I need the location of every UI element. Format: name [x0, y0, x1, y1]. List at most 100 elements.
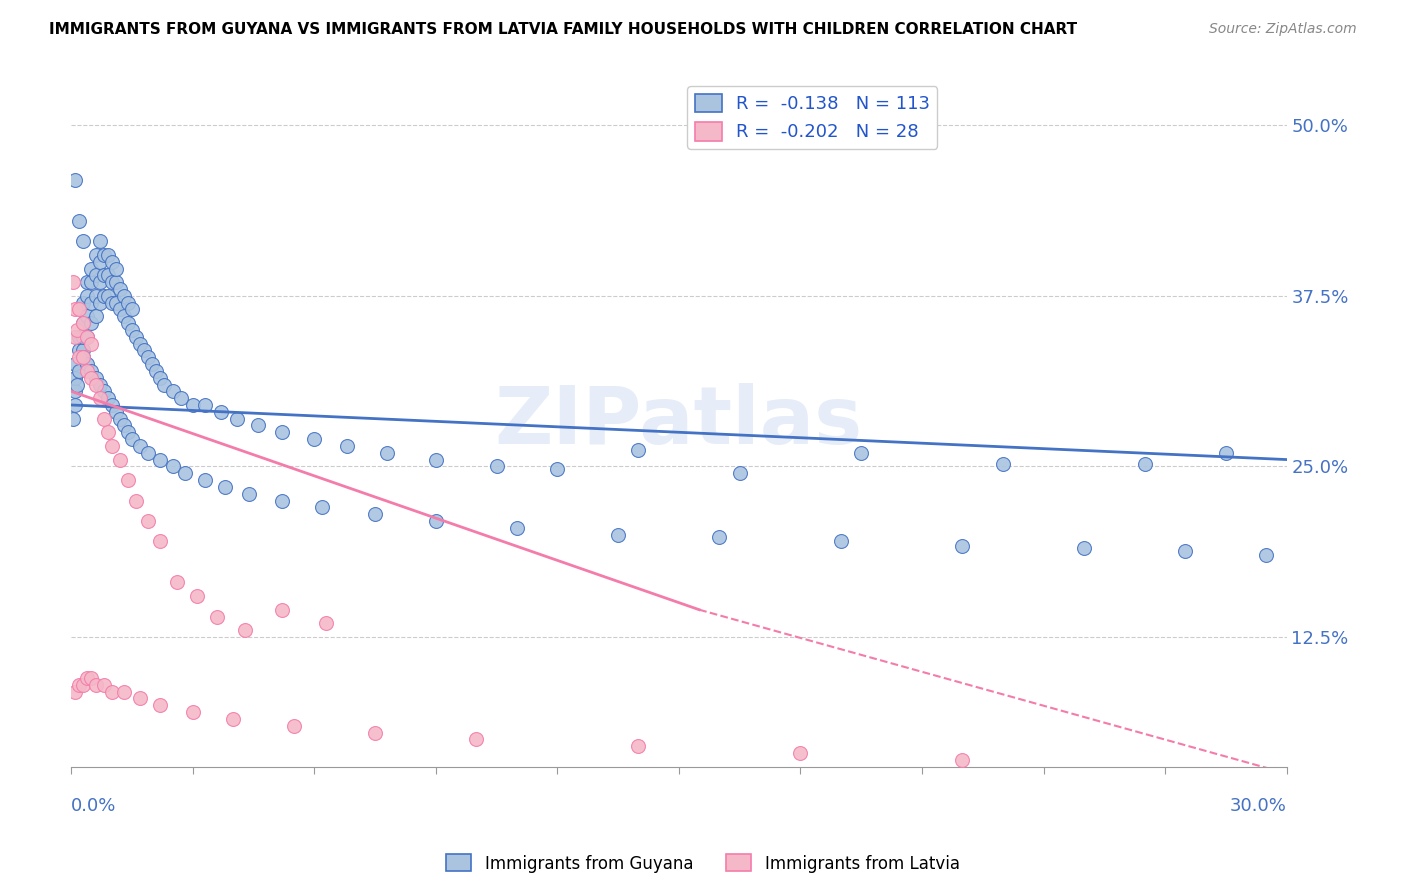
Point [226, 411, 249, 425]
Point [100, 684, 122, 698]
Point [84, 678, 107, 692]
Point [235, 623, 257, 637]
Point [80, 275, 103, 289]
Point [851, 446, 873, 460]
Point [89, 391, 111, 405]
Point [72, 678, 94, 692]
Point [65, 330, 87, 344]
Point [1215, 446, 1237, 460]
Point [72, 295, 94, 310]
Point [546, 462, 568, 476]
Point [104, 405, 127, 419]
Point [89, 254, 111, 268]
Point [93, 289, 115, 303]
Point [80, 364, 103, 378]
Point [186, 589, 208, 603]
Point [72, 350, 94, 364]
Point [65, 357, 87, 371]
Point [112, 418, 135, 433]
Point [952, 753, 974, 767]
Point [134, 343, 156, 358]
Point [97, 391, 120, 405]
Point [93, 384, 115, 399]
Point [728, 467, 751, 481]
Point [304, 432, 326, 446]
Point [336, 439, 359, 453]
Point [125, 330, 148, 344]
Point [62, 411, 84, 425]
Point [311, 500, 333, 515]
Point [270, 425, 292, 440]
Point [66, 323, 89, 337]
Point [89, 295, 111, 310]
Point [209, 405, 232, 419]
Point [65, 173, 87, 187]
Point [125, 493, 148, 508]
Point [67, 302, 90, 317]
Point [364, 725, 387, 739]
Point [65, 384, 87, 399]
Point [104, 275, 127, 289]
Point [149, 534, 172, 549]
Point [76, 330, 98, 344]
Point [100, 275, 122, 289]
Point [425, 452, 447, 467]
Point [485, 459, 508, 474]
Point [173, 467, 195, 481]
Point [65, 398, 87, 412]
Point [246, 418, 269, 433]
Point [80, 295, 103, 310]
Point [108, 282, 131, 296]
Point [67, 343, 90, 358]
Point [108, 302, 131, 317]
Legend: R =  -0.138   N = 113, R =  -0.202   N = 28: R = -0.138 N = 113, R = -0.202 N = 28 [688, 87, 938, 149]
Point [607, 527, 630, 541]
Point [67, 678, 90, 692]
Point [65, 302, 87, 317]
Point [76, 289, 98, 303]
Point [709, 530, 731, 544]
Point [166, 575, 188, 590]
Point [627, 739, 650, 754]
Point [194, 473, 217, 487]
Point [112, 310, 135, 324]
Point [100, 254, 122, 268]
Point [76, 330, 98, 344]
Point [72, 350, 94, 364]
Point [1073, 541, 1095, 556]
Point [1174, 544, 1197, 558]
Point [84, 268, 107, 283]
Point [149, 452, 172, 467]
Point [62, 275, 84, 289]
Point [465, 732, 488, 747]
Point [66, 377, 89, 392]
Point [72, 343, 94, 358]
Point [76, 357, 98, 371]
Point [283, 719, 305, 733]
Point [270, 493, 292, 508]
Point [991, 457, 1014, 471]
Point [627, 443, 650, 458]
Point [141, 357, 163, 371]
Point [789, 746, 811, 760]
Point [84, 377, 107, 392]
Point [238, 486, 260, 500]
Point [89, 377, 111, 392]
Point [67, 364, 90, 378]
Point [830, 534, 852, 549]
Point [84, 248, 107, 262]
Point [67, 213, 90, 227]
Point [145, 364, 167, 378]
Point [80, 261, 103, 276]
Point [364, 507, 387, 521]
Point [129, 336, 152, 351]
Text: Source: ZipAtlas.com: Source: ZipAtlas.com [1209, 22, 1357, 37]
Point [76, 671, 98, 685]
Point [93, 268, 115, 283]
Point [89, 275, 111, 289]
Point [1256, 548, 1278, 562]
Point [117, 316, 139, 330]
Text: 0.0%: 0.0% [72, 797, 117, 814]
Point [117, 425, 139, 440]
Text: 30.0%: 30.0% [1230, 797, 1286, 814]
